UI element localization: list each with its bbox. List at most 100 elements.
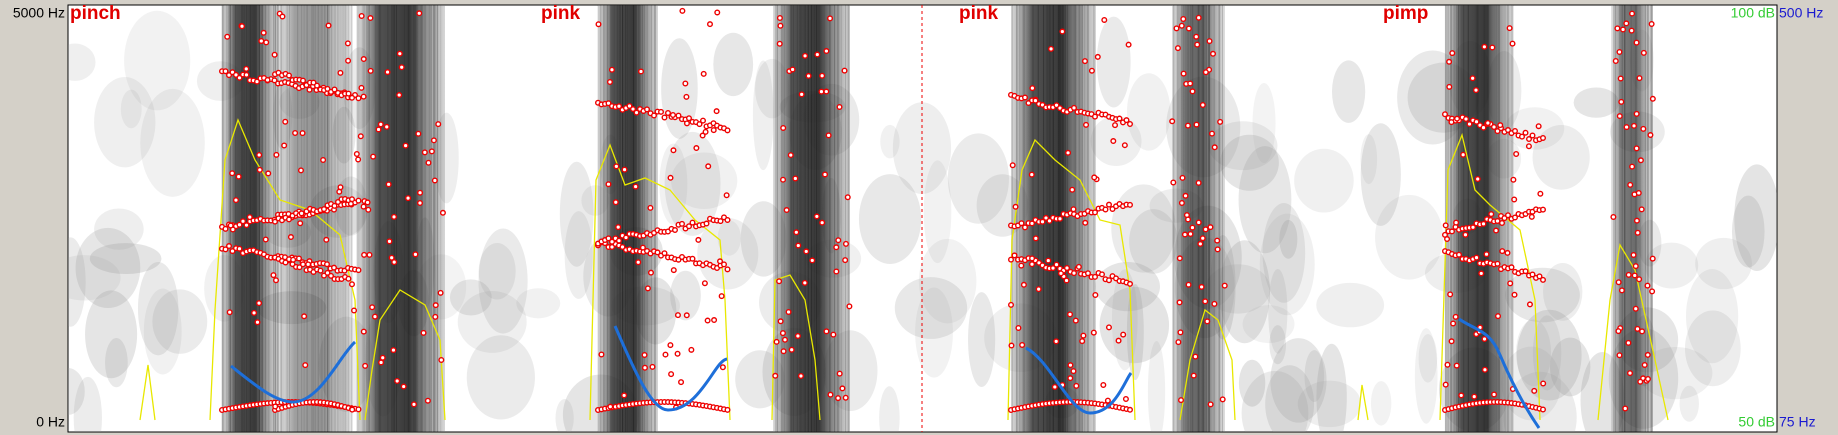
formant-dot xyxy=(370,153,377,160)
noise xyxy=(1294,148,1354,213)
formant-dot xyxy=(1063,277,1070,284)
noise xyxy=(1679,385,1699,422)
formant-dot xyxy=(1481,366,1488,373)
formant-dot xyxy=(825,132,832,139)
noise xyxy=(1304,350,1325,402)
formant-dot xyxy=(420,329,427,336)
formant-dot xyxy=(1649,255,1656,262)
formant-dot xyxy=(1022,224,1029,231)
formant-dot xyxy=(827,15,834,22)
formant-dot xyxy=(331,202,338,209)
formant-dot xyxy=(683,120,690,127)
formant-dot xyxy=(793,229,800,236)
noise xyxy=(559,161,594,267)
formant-dot xyxy=(1110,138,1117,145)
formant-dot xyxy=(236,245,243,252)
formant-dot xyxy=(1082,219,1089,226)
formant-dot xyxy=(1126,280,1133,287)
formant-dot xyxy=(1615,328,1622,335)
formant-dot xyxy=(1209,130,1216,137)
formant-dot xyxy=(378,359,385,366)
formant-dot xyxy=(1180,16,1187,23)
formant-dot xyxy=(1632,305,1639,312)
formant-dot xyxy=(686,223,693,230)
formant-dot xyxy=(1102,206,1109,213)
formant-dot xyxy=(1177,329,1184,336)
noise xyxy=(1219,240,1270,344)
noise xyxy=(1360,134,1378,185)
formant-dot xyxy=(337,69,344,76)
formant-dot xyxy=(299,130,306,137)
formant-dot xyxy=(1474,175,1481,182)
formant-dot xyxy=(282,118,289,125)
formant-dot xyxy=(1195,179,1202,186)
formant-dot xyxy=(605,181,612,188)
formant-dot xyxy=(1185,25,1192,32)
formant-dot xyxy=(1442,222,1449,229)
formant-dot xyxy=(724,127,731,134)
formant-dot xyxy=(693,145,700,152)
formant-dot xyxy=(305,261,312,268)
noise xyxy=(137,261,179,356)
formant-dot xyxy=(394,377,401,384)
formant-dot xyxy=(358,84,365,91)
formant-dot xyxy=(296,255,303,262)
formant-dot xyxy=(391,259,398,266)
formant-dot xyxy=(298,210,305,217)
formant-dot xyxy=(679,7,686,14)
formant-dot xyxy=(1018,262,1025,269)
formant-dot xyxy=(258,37,265,44)
formant-dot xyxy=(1633,145,1640,152)
formant-dot xyxy=(349,281,356,288)
formant-dot xyxy=(823,328,830,335)
formant-dot xyxy=(776,15,783,22)
formant-dot xyxy=(1178,22,1185,29)
formant-dot xyxy=(630,106,637,113)
formant-dot xyxy=(360,56,367,63)
noise xyxy=(457,291,527,353)
formant-dot xyxy=(1105,277,1112,284)
formant-dot xyxy=(1115,337,1122,344)
formant-dot xyxy=(390,347,397,354)
formant-dot xyxy=(1453,362,1460,369)
formant-dot xyxy=(1189,88,1196,95)
formant-dot xyxy=(1511,214,1518,221)
axis-label: 0 Hz xyxy=(36,414,65,430)
formant-dot xyxy=(1176,255,1183,262)
formant-dot xyxy=(292,130,299,137)
formant-dot xyxy=(1620,26,1627,33)
formant-dot xyxy=(1032,97,1039,104)
noise xyxy=(1549,337,1591,397)
formant-dot xyxy=(1641,361,1648,368)
formant-dot xyxy=(1504,127,1511,134)
formant-dot xyxy=(317,267,324,274)
formant-dot xyxy=(1088,67,1095,74)
formant-dot xyxy=(1525,143,1532,150)
formant-dot xyxy=(683,312,690,319)
formant-dot xyxy=(273,277,280,284)
formant-dot xyxy=(286,72,293,79)
formant-dot xyxy=(1008,301,1015,308)
formant-dot xyxy=(689,219,696,226)
formant-dot xyxy=(1539,276,1546,283)
formant-dot xyxy=(229,170,236,177)
formant-dot xyxy=(1080,332,1087,339)
formant-dot xyxy=(776,278,783,285)
formant-dot xyxy=(1195,14,1202,21)
noise xyxy=(1731,195,1765,268)
noise xyxy=(1269,325,1287,365)
formant-dot xyxy=(314,82,321,89)
formant-dot xyxy=(696,121,703,128)
formant-dot xyxy=(1635,189,1642,196)
formant-dot xyxy=(1020,281,1027,288)
formant-dot xyxy=(1442,381,1449,388)
formant-dot xyxy=(1637,378,1644,385)
formant-dot xyxy=(222,68,229,75)
formant-dot xyxy=(396,92,403,99)
word-label: pinch xyxy=(70,3,121,24)
formant-dot xyxy=(306,86,313,93)
formant-dot xyxy=(435,121,442,128)
formant-dot xyxy=(1480,220,1487,227)
noise xyxy=(478,243,516,300)
formant-dot xyxy=(607,403,614,410)
